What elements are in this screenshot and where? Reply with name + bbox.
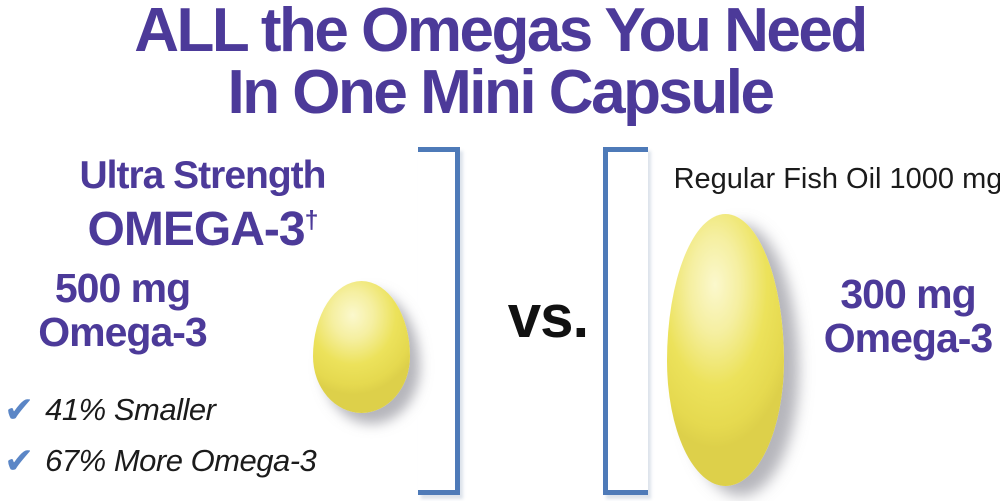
- left-heading-line2: OMEGA-3†: [5, 194, 400, 256]
- check-icon: ✔: [4, 389, 35, 430]
- dagger-footnote-symbol: †: [304, 206, 319, 234]
- small-softgel-capsule-image: [313, 281, 410, 413]
- left-dose-amount: 500 mg Omega-3: [0, 266, 245, 354]
- right-dose-mg: 300 mg: [840, 271, 976, 317]
- check-icon: ✔: [4, 440, 35, 481]
- right-dose-amount: 300 mg Omega-3: [806, 272, 1000, 360]
- benefit-text: 41% Smaller: [45, 392, 216, 427]
- left-heading-line1: Ultra Strength: [79, 154, 326, 197]
- page-title: ALL the Omegas You Need In One Mini Caps…: [0, 0, 1000, 124]
- omega3-product-name: OMEGA-3: [87, 203, 306, 256]
- benefit-item-smaller: ✔ 41% Smaller: [4, 389, 216, 430]
- right-dose-label: Omega-3: [823, 315, 993, 361]
- large-softgel-capsule-image: [667, 214, 784, 486]
- title-line-1: ALL the Omegas You Need: [134, 0, 868, 65]
- benefit-text: 67% More Omega-3: [45, 443, 317, 478]
- left-closing-bracket: [418, 147, 460, 495]
- benefit-item-more-omega3: ✔ 67% More Omega-3: [4, 440, 317, 481]
- left-dose-mg: 500 mg: [54, 265, 191, 311]
- title-line-2: In One Mini Capsule: [227, 58, 775, 127]
- right-opening-bracket: [603, 147, 648, 495]
- vs-label: vs.: [507, 283, 589, 350]
- right-heading: Regular Fish Oil 1000 mg: [673, 163, 1000, 195]
- left-dose-label: Omega-3: [38, 309, 207, 355]
